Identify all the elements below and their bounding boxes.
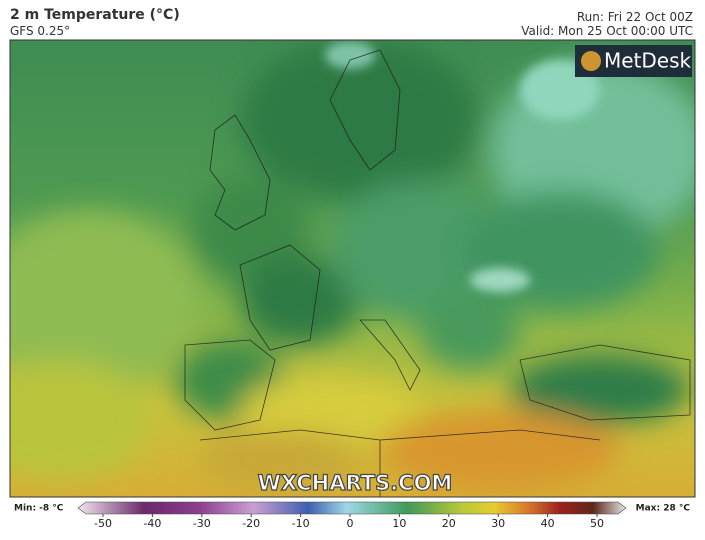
colorbar-tick-label: -30	[193, 517, 211, 530]
colorbar	[77, 501, 627, 515]
subtitle: GFS 0.25°	[10, 24, 71, 38]
min-label: Min: -8 °C	[14, 504, 64, 514]
colorbar-tick-label: 40	[541, 517, 555, 530]
colorbar-tick-label: 50	[590, 517, 604, 530]
colorbar-tick-label: 10	[392, 517, 406, 530]
watermark: WXCHARTS.COM	[258, 471, 453, 495]
run-time: Run: Fri 22 Oct 00Z	[576, 10, 693, 24]
logo-icon	[581, 51, 601, 71]
colorbar-tick-label: -10	[292, 517, 310, 530]
max-label: Max: 28 °C	[636, 504, 691, 514]
temperature-field	[10, 40, 695, 497]
title: 2 m Temperature (°C)	[10, 7, 180, 23]
map-frame	[9, 39, 696, 498]
colorbar-tick-label: 30	[491, 517, 505, 530]
colorbar-tick-label: -40	[143, 517, 161, 530]
logo: MetDesk	[604, 49, 692, 73]
colorbar-tick-label: -50	[94, 517, 112, 530]
colorbar-tick-label: 0	[347, 517, 354, 530]
colorbar-tick-label: -20	[242, 517, 260, 530]
valid-time: Valid: Mon 25 Oct 00:00 UTC	[521, 24, 693, 38]
colorbar-tick-label: 20	[442, 517, 456, 530]
